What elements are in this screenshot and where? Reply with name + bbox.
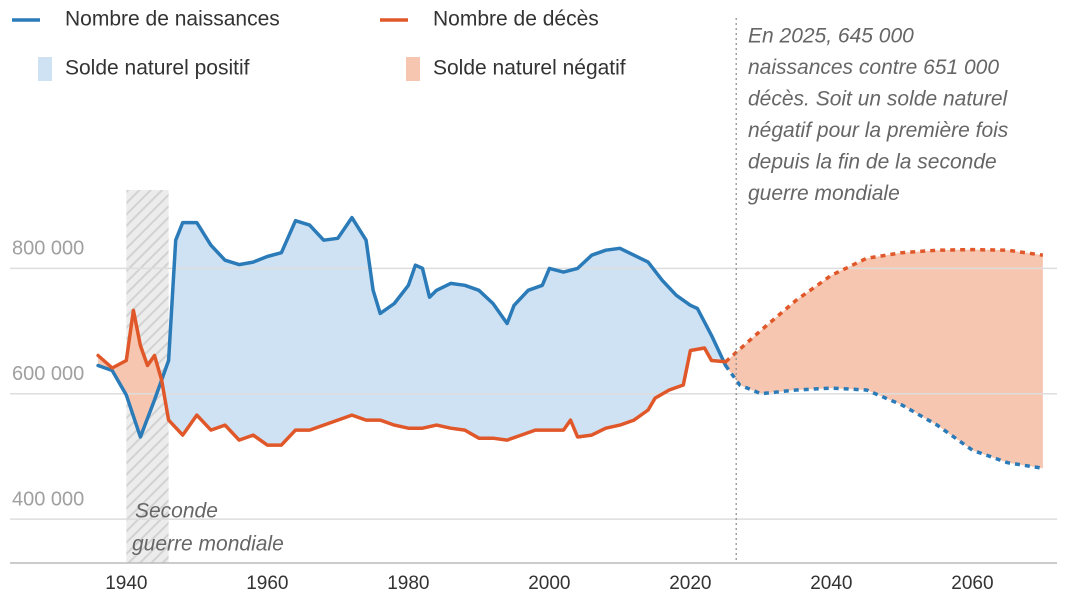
annotation-text: En 2025, 645 000 [748,25,914,48]
fill-layer [98,217,1043,469]
legend-swatch [38,57,52,81]
x-tick-label: 1980 [387,573,429,594]
series-line [96,215,728,439]
line-layer [96,215,1044,471]
projection-line [724,364,1044,471]
annotation-text: depuis la fin de la seconde [748,151,997,174]
x-tick-label: 2040 [810,573,852,594]
x-tick-label: 2020 [669,573,711,594]
x-tick-label: 2060 [951,573,993,594]
annotation-text: négatif pour la première fois [748,119,1009,142]
balance-area [98,217,1043,469]
annotation-text: décès. Soit un solde naturel [748,88,1009,111]
grid-layer: 400 000 600 000 800 000 1940 1960 1980 2000 202… [10,238,1057,594]
annotation-text: guerre mondiale [748,182,900,205]
legend-label: Nombre de décès [433,8,599,31]
y-tick-label: 400 000 [12,488,84,510]
annotation-text: naissances contre 651 000 [748,56,999,79]
balance-area [98,249,1043,469]
period-label: Seconde [135,500,218,523]
period-label: guerre mondiale [132,533,284,556]
legend-swatch [406,57,420,81]
legend-label: Solde naturel négatif [433,57,626,80]
y-tick-label: 600 000 [12,363,84,385]
x-tick-label: 1960 [246,573,288,594]
label-layer: Seconde guerre mondiale En 2025, 645 000 na… [12,8,1009,563]
projection-line [724,247,1044,364]
x-tick-label: 2000 [528,573,570,594]
legend-label: Nombre de naissances [65,8,280,31]
x-tick-label: 1940 [105,573,147,594]
y-tick-label: 800 000 [12,238,84,260]
legend-label: Solde naturel positif [65,57,250,80]
series-line [96,308,728,447]
